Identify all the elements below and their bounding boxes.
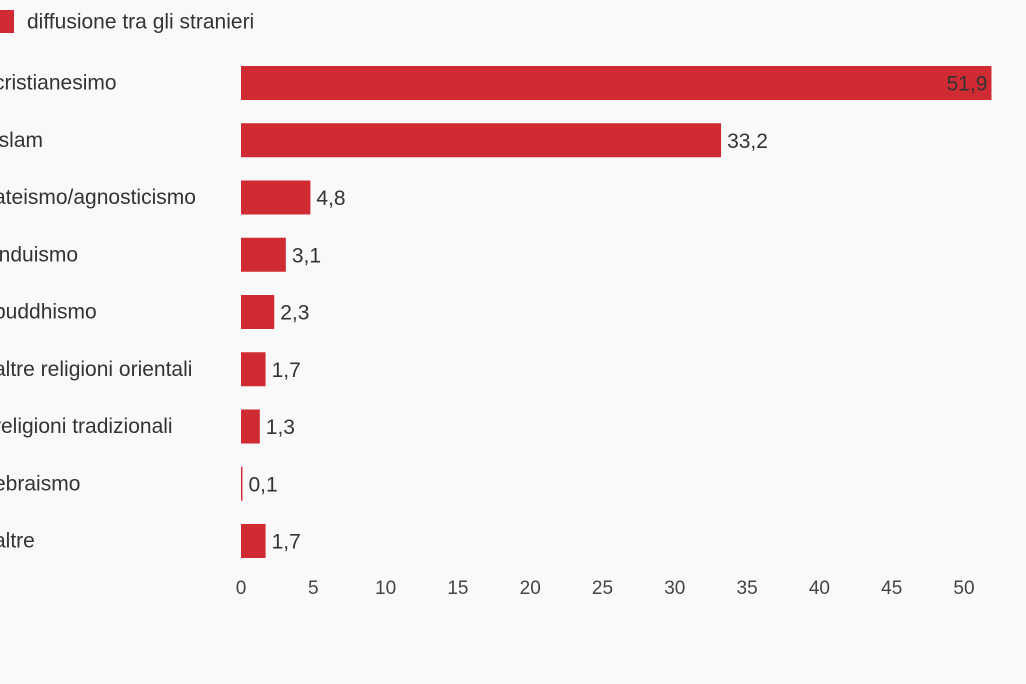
bar	[241, 237, 286, 272]
x-tick-label: 15	[447, 578, 468, 599]
value-label: 0,1	[248, 473, 277, 496]
bar	[241, 295, 275, 329]
value-label: 51,9	[947, 73, 988, 96]
legend-label: diffusione tra gli stranieri	[27, 11, 254, 34]
category-label: cristianesimo	[0, 72, 117, 95]
category-label: ateismo/agnosticismo	[0, 186, 196, 209]
value-label: 1,7	[272, 359, 301, 382]
x-tick-label: 5	[308, 578, 319, 599]
x-tick-label: 40	[809, 578, 830, 599]
bar	[241, 66, 992, 100]
value-label: 33,2	[727, 130, 768, 153]
x-tick-label: 35	[737, 578, 758, 599]
bar	[241, 409, 260, 444]
value-label: 4,8	[316, 187, 345, 210]
category-label: islam	[0, 129, 43, 152]
x-tick-label: 0	[236, 578, 247, 599]
category-label: religioni tradizionali	[0, 415, 173, 438]
value-label: 1,3	[266, 416, 295, 439]
bar	[241, 524, 266, 558]
category-label: buddhismo	[0, 301, 97, 324]
bar	[241, 123, 722, 158]
bar	[241, 466, 243, 501]
category-label: ebraismo	[0, 472, 80, 495]
legend-swatch	[0, 10, 14, 33]
bar	[241, 180, 311, 215]
value-label: 2,3	[280, 302, 309, 325]
x-tick-label: 20	[520, 578, 541, 599]
x-tick-label: 25	[592, 578, 613, 599]
category-label: induismo	[0, 243, 78, 266]
value-label: 1,7	[272, 531, 301, 554]
value-label: 3,1	[292, 244, 321, 267]
x-tick-label: 30	[664, 578, 685, 599]
x-tick-label: 45	[881, 578, 902, 599]
category-label: altre religioni orientali	[0, 358, 192, 381]
category-label: altre	[0, 530, 35, 553]
x-tick-label: 50	[953, 578, 974, 599]
x-tick-label: 10	[375, 578, 396, 599]
bar	[241, 352, 266, 387]
